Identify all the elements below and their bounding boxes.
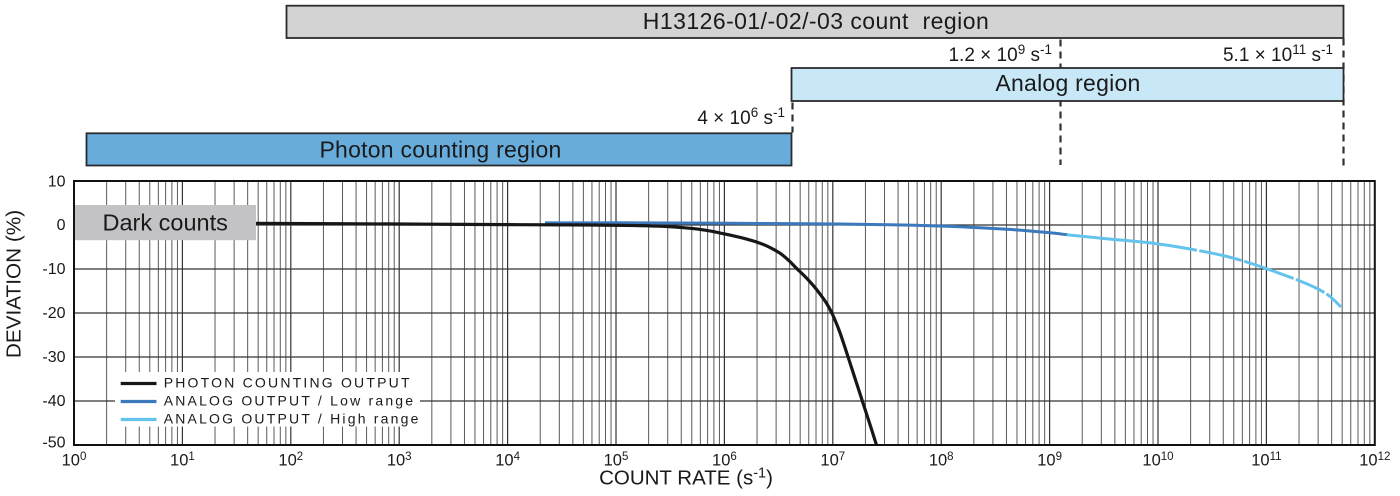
- svg-text:103: 103: [387, 451, 412, 470]
- svg-text:5.1 × 1011 s-1: 5.1 × 1011 s-1: [1223, 42, 1333, 66]
- svg-text:-30: -30: [42, 349, 65, 366]
- svg-text:COUNT RATE (s-1): COUNT RATE (s-1): [599, 466, 773, 490]
- svg-text:4 × 106 s-1: 4 × 106 s-1: [697, 105, 785, 129]
- svg-text:0: 0: [57, 217, 66, 234]
- svg-text:-20: -20: [42, 305, 65, 322]
- svg-text:1011: 1011: [1251, 451, 1281, 470]
- svg-text:100: 100: [62, 451, 87, 470]
- svg-text:Photon counting region: Photon counting region: [319, 137, 561, 163]
- svg-text:-40: -40: [42, 393, 65, 410]
- svg-text:108: 108: [929, 451, 954, 470]
- svg-text:-50: -50: [42, 434, 65, 451]
- svg-text:H13126-01/-02/-03 count regio: H13126-01/-02/-03 count region: [643, 8, 989, 34]
- svg-text:109: 109: [1037, 451, 1062, 470]
- svg-text:1010: 1010: [1142, 451, 1173, 470]
- svg-text:Dark counts: Dark counts: [103, 210, 228, 236]
- svg-text:ANALOG OUTPUT / Low range: ANALOG OUTPUT / Low range: [164, 393, 416, 409]
- svg-text:1.2 × 109 s-1: 1.2 × 109 s-1: [948, 42, 1052, 66]
- svg-text:PHOTON COUNTING OUTPUT: PHOTON COUNTING OUTPUT: [164, 375, 412, 391]
- svg-text:102: 102: [278, 451, 303, 470]
- svg-text:ANALOG OUTPUT / High range: ANALOG OUTPUT / High range: [164, 411, 421, 427]
- svg-text:10: 10: [48, 174, 66, 191]
- svg-text:DEVIATION (%): DEVIATION (%): [3, 210, 26, 358]
- svg-text:107: 107: [820, 451, 845, 470]
- svg-text:104: 104: [495, 451, 520, 470]
- svg-text:101: 101: [170, 451, 195, 470]
- svg-text:1012: 1012: [1359, 451, 1390, 470]
- svg-text:Analog region: Analog region: [995, 70, 1140, 96]
- svg-text:-10: -10: [42, 261, 65, 278]
